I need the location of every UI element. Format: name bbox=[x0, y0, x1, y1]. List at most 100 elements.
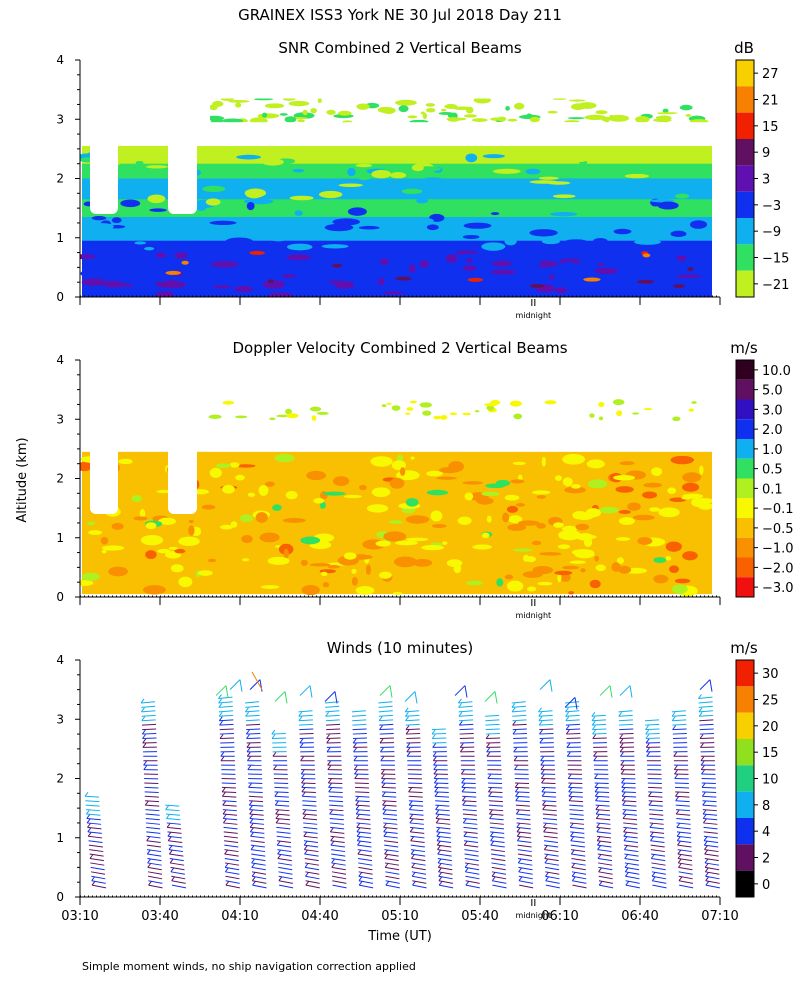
doppler-patch bbox=[575, 523, 589, 531]
wind-barb-flag bbox=[622, 809, 627, 815]
wind-barb bbox=[218, 701, 233, 704]
wind-barb bbox=[274, 786, 289, 789]
wind-barb-flag bbox=[595, 809, 600, 815]
wind-barb bbox=[618, 719, 633, 722]
wind-barb bbox=[595, 791, 610, 794]
wind-barb-flag bbox=[648, 800, 653, 806]
wind-barb-flag bbox=[650, 854, 655, 859]
snr-patch bbox=[552, 194, 576, 199]
wind-barb bbox=[383, 822, 398, 825]
wind-barb bbox=[383, 840, 399, 843]
doppler-patch bbox=[108, 566, 128, 577]
snr-upper-patch bbox=[297, 119, 305, 123]
wind-barb-flag bbox=[512, 720, 517, 726]
snr-patch bbox=[170, 240, 183, 246]
wind-barb bbox=[332, 884, 347, 889]
wind-barb-flag bbox=[671, 716, 676, 722]
wind-barb-flag bbox=[436, 840, 441, 846]
wind-barb bbox=[703, 835, 718, 839]
wind-barb bbox=[462, 795, 477, 798]
wind-barb bbox=[382, 813, 397, 816]
wind-barb bbox=[332, 875, 347, 880]
wind-barb bbox=[304, 862, 319, 866]
snr-patch bbox=[411, 164, 424, 172]
wind-barb bbox=[352, 714, 367, 717]
doppler-patch bbox=[215, 463, 232, 469]
wind-barb-upper bbox=[309, 685, 313, 698]
wind-barb-flag bbox=[301, 783, 306, 788]
wind-barb-flag bbox=[329, 809, 334, 815]
wind-barb bbox=[676, 822, 691, 825]
wind-barb-flag bbox=[542, 823, 547, 828]
wind-barb bbox=[571, 857, 586, 862]
snr-patch bbox=[401, 188, 423, 194]
wind-barb-upper bbox=[324, 691, 336, 702]
wind-barb bbox=[544, 849, 559, 853]
wind-barb-flag bbox=[704, 849, 709, 855]
snr-patch bbox=[463, 222, 492, 229]
wind-barb bbox=[271, 732, 286, 735]
wind-barb bbox=[625, 871, 640, 875]
wind-barb bbox=[408, 791, 423, 794]
wind-barb-flag bbox=[383, 831, 388, 837]
wind-barb-flag bbox=[303, 831, 308, 837]
wind-barb bbox=[385, 871, 400, 875]
doppler-patch bbox=[526, 556, 536, 563]
wind-barb bbox=[412, 880, 427, 884]
doppler-upper-patch bbox=[474, 410, 480, 413]
wind-barb-flag bbox=[378, 716, 383, 722]
doppler-patch bbox=[412, 558, 433, 567]
doppler-patch bbox=[642, 491, 658, 499]
wind-barb bbox=[359, 884, 374, 889]
snr-upper-patch bbox=[356, 103, 370, 110]
doppler-patch bbox=[235, 464, 256, 468]
wind-barb-flag bbox=[538, 716, 543, 722]
doppler-patch bbox=[618, 510, 631, 514]
wind-profile bbox=[698, 694, 720, 889]
wind-barb-flag bbox=[409, 818, 414, 824]
wind-barb-flag bbox=[565, 729, 570, 735]
doppler-patch bbox=[431, 523, 447, 528]
snr-patch bbox=[408, 264, 416, 273]
doppler-patch bbox=[681, 496, 692, 500]
wind-barb bbox=[511, 701, 526, 704]
doppler-patch bbox=[405, 498, 419, 507]
x-tick-label: 05:40 bbox=[461, 909, 498, 924]
wind-barb-flag bbox=[458, 703, 462, 708]
wind-barb-flag bbox=[570, 849, 575, 855]
wind-barb-flag bbox=[250, 845, 255, 850]
wind-barb bbox=[542, 800, 557, 803]
wind-barb-flag bbox=[463, 831, 468, 837]
wind-barb-flag bbox=[246, 751, 251, 757]
wind-barb bbox=[458, 714, 473, 717]
wind-barb bbox=[355, 804, 370, 807]
wind-barb-upper bbox=[404, 691, 416, 702]
wind-barb-flag bbox=[249, 805, 253, 810]
wind-barb bbox=[699, 732, 714, 735]
wind-barb bbox=[621, 786, 636, 789]
wind-barb-flag bbox=[591, 725, 596, 730]
wind-barb-flag bbox=[167, 831, 172, 837]
wind-barb-flag bbox=[277, 849, 281, 855]
doppler-patch bbox=[512, 461, 526, 466]
colorbar-frame bbox=[735, 359, 755, 598]
doppler-patch bbox=[632, 514, 655, 521]
wind-barb-flag bbox=[625, 880, 630, 886]
wind-barb bbox=[170, 871, 185, 875]
wind-barb bbox=[219, 728, 234, 731]
wind-barb bbox=[378, 701, 393, 704]
doppler-patch bbox=[557, 544, 571, 550]
y-tick-label: 0 bbox=[56, 590, 64, 604]
colorbar-label: 3.0 bbox=[762, 403, 783, 418]
colorbar-swatch bbox=[736, 739, 754, 766]
wind-barb bbox=[572, 875, 587, 880]
wind-barb bbox=[405, 719, 420, 722]
doppler-patch bbox=[300, 559, 308, 567]
wind-barb bbox=[677, 840, 692, 843]
wind-barb-flag bbox=[459, 747, 464, 753]
doppler-patch bbox=[643, 482, 663, 488]
wind-barb bbox=[88, 840, 103, 843]
wind-barb-flag bbox=[434, 783, 438, 788]
y-tick-label: 0 bbox=[56, 890, 64, 904]
snr-colorbar-unit: dB bbox=[734, 39, 754, 57]
